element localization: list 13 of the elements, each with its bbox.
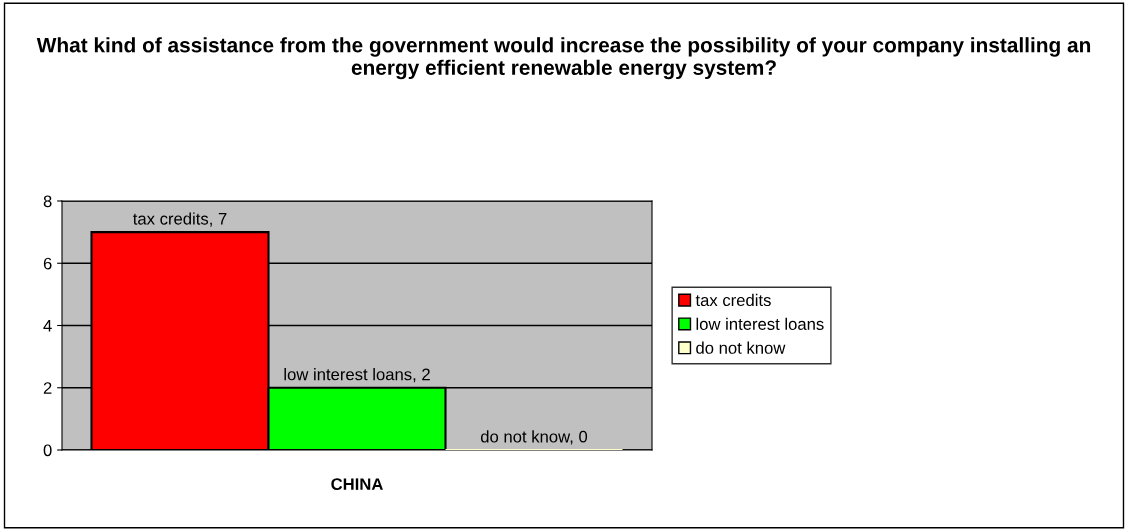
y-tick-label: 0 (43, 444, 52, 457)
chart-title: What kind of assistance from the government would increase the possibility of your company installing an energy efficient renewable energy system? (36, 37, 1091, 80)
legend-label: tax credits (695, 293, 771, 307)
y-tick-label: 2 (43, 382, 52, 394)
data-label: tax credits, 7 (133, 212, 227, 227)
data-label: do not know, 0 (480, 430, 588, 445)
y-tick-label: 8 (43, 195, 52, 208)
x-tick-label: CHINA (331, 478, 383, 491)
y-tick-label: 4 (43, 320, 52, 332)
legend-label: low interest loans (696, 317, 824, 330)
data-label: low interest loans, 2 (284, 368, 430, 383)
y-tick-label: 6 (43, 257, 52, 270)
legend-label: do not know (696, 341, 786, 354)
